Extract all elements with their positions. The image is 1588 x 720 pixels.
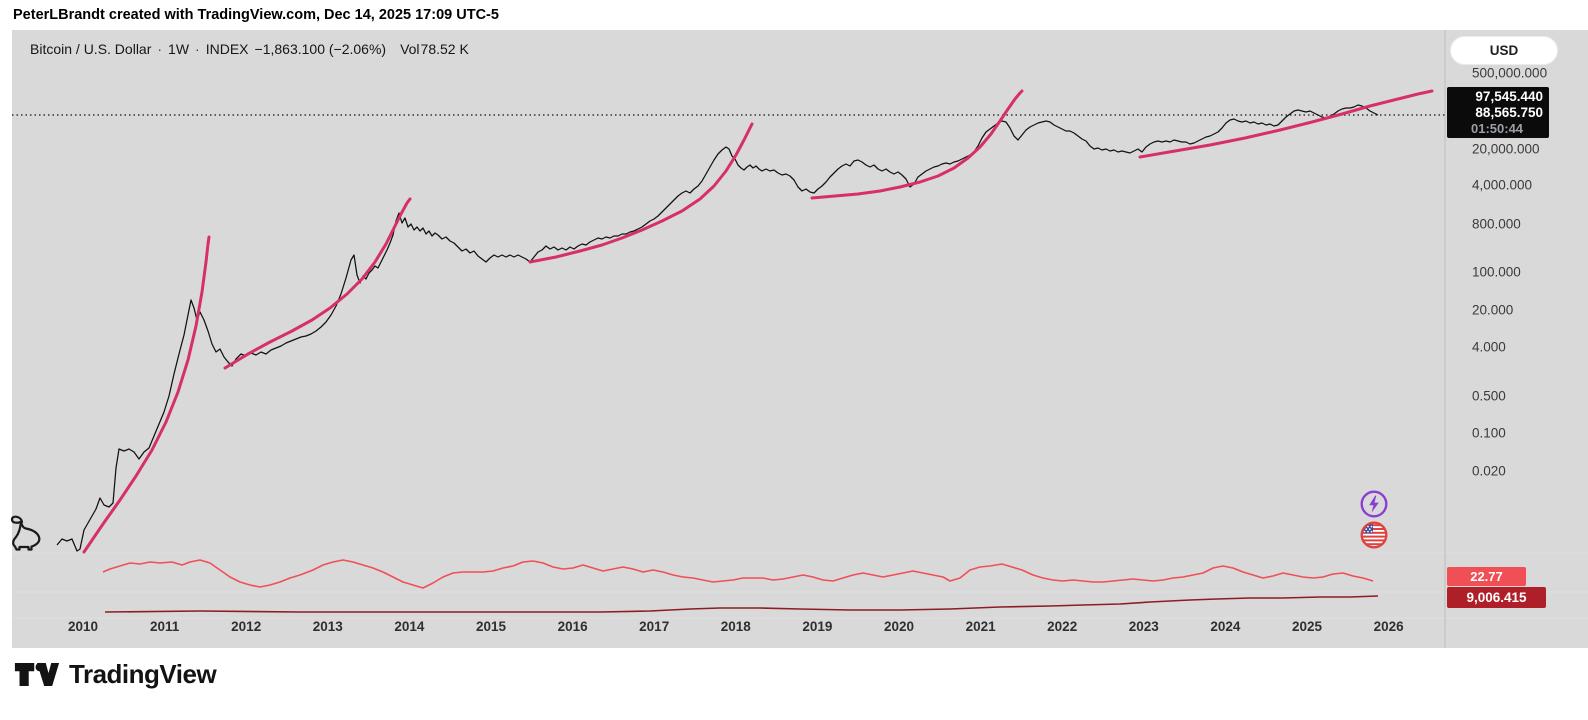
indicator-2-line: [104, 595, 1379, 613]
time-axis-label: 2026: [1373, 619, 1404, 634]
dino-icon: [10, 515, 41, 551]
parabola-curve-1[interactable]: [82, 235, 211, 554]
time-axis-label: 2024: [1210, 619, 1241, 634]
time-axis-label: 2015: [475, 619, 507, 634]
time-axis-label: 2018: [720, 619, 751, 634]
time-axis-label: 2014: [394, 619, 425, 634]
time-axis-label: 2012: [231, 619, 262, 634]
indicator-1-line: [102, 559, 1374, 589]
symbol-name[interactable]: Bitcoin / U.S. Dollar: [30, 41, 152, 57]
indicator1-value-badge: 22.77: [1447, 567, 1526, 586]
price-axis-label: 500,000.000: [1472, 65, 1548, 81]
time-axis-label: 2021: [965, 619, 996, 634]
us-flag-icon[interactable]: [1359, 520, 1389, 550]
time-axis-label: 2022: [1047, 619, 1078, 634]
time-axis-label: 2025: [1291, 619, 1323, 634]
price-axis-label: 800.000: [1472, 216, 1521, 232]
separator-dot: ·: [157, 41, 163, 57]
price-axis-label: 20.000: [1472, 302, 1514, 318]
separator-dot: ·: [195, 41, 200, 57]
parabola-curve-5[interactable]: [1138, 89, 1434, 159]
last-price-badge: 88,565.750: [1475, 105, 1543, 120]
price-axis-label: 4,000.000: [1472, 177, 1533, 193]
time-axis-label: 2019: [802, 619, 833, 634]
volume-value: 78.52 K: [420, 41, 469, 57]
price-change: −1,863.100 (−2.06%): [254, 41, 387, 57]
price-axis-label: 100.000: [1472, 264, 1521, 280]
indicator2-value-badge: 9,006.415: [1447, 587, 1546, 608]
time-axis-label: 2013: [312, 619, 343, 634]
time-axis-label: 2017: [639, 619, 670, 634]
market-label[interactable]: INDEX: [205, 41, 249, 57]
currency-button[interactable]: USD: [1451, 37, 1557, 64]
price-axis-label: 0.100: [1472, 425, 1506, 441]
symbol-header: Bitcoin / U.S. Dollar · 1W · INDEX −1,86…: [30, 41, 469, 57]
price-axis-label: 0.500: [1472, 388, 1506, 404]
parabola-curve-4[interactable]: [810, 89, 1024, 200]
tradingview-logo-text: TradingView: [69, 659, 217, 689]
price-axis-label: 20,000.000: [1472, 141, 1540, 157]
tradingview-logo[interactable]: TradingView: [14, 659, 217, 690]
volume-label: Vol: [400, 41, 420, 57]
parabola-curve-2[interactable]: [223, 197, 412, 370]
bar-countdown: 01:50:44: [1471, 121, 1524, 136]
chart-panel-background: [12, 30, 1588, 648]
time-axis-label: 2020: [883, 619, 915, 634]
volume: Vol78.52 K: [400, 41, 469, 57]
price-badges: 97,545.440 88,565.750 01:50:44: [1447, 87, 1549, 138]
time-axis-label: 2016: [557, 619, 588, 634]
price-axis-label: 0.020: [1472, 463, 1506, 479]
price-axis-label: 4.000: [1472, 339, 1506, 355]
tradingview-logo-mark: [14, 662, 60, 686]
price-series-line: [56, 104, 1379, 552]
time-axis-label: 2010: [67, 619, 99, 634]
parabola-curve-3[interactable]: [528, 122, 754, 264]
attribution-text: PeterLBrandt created with TradingView.co…: [13, 7, 499, 23]
time-axis-label: 2011: [149, 619, 180, 634]
interval-label[interactable]: 1W: [168, 41, 190, 57]
realtime-lightning-icon[interactable]: [1359, 489, 1389, 519]
time-axis-label: 2023: [1128, 619, 1159, 634]
curve-target-price-badge: 97,545.440: [1475, 89, 1543, 104]
